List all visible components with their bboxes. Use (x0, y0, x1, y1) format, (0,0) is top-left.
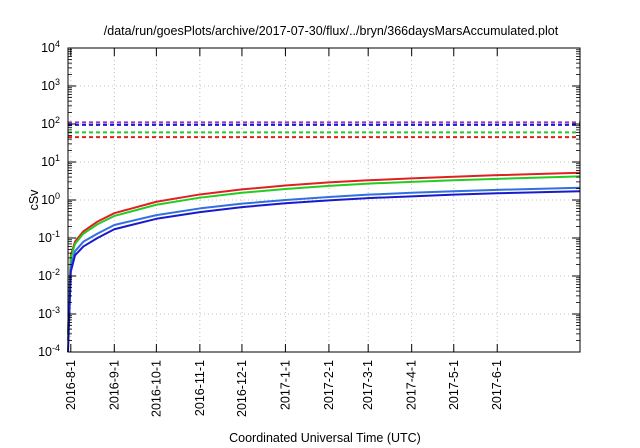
x-tick-label: 2016-9-1 (107, 360, 121, 410)
x-tick-label: 2016-8-1 (64, 360, 78, 410)
y-tick-label: 104 (41, 39, 60, 55)
dose-line (67, 190, 581, 353)
dose-line (67, 186, 581, 341)
x-tick-label: 2017-4-1 (405, 360, 419, 410)
dose-line (67, 171, 581, 334)
x-tick-label: 2017-3-1 (361, 360, 375, 410)
x-tick-label: 2017-5-1 (447, 360, 461, 410)
dose-line (67, 175, 581, 334)
x-axis-label: Coordinated Universal Time (UTC) (229, 431, 421, 445)
y-tick-label: 102 (41, 115, 60, 131)
axis-ticks (68, 47, 580, 353)
x-tick-label: 2017-6-1 (490, 360, 504, 410)
y-tick-label: 100 (41, 191, 60, 207)
y-tick-label: 101 (41, 153, 60, 169)
y-tick-label: 10-2 (38, 267, 60, 283)
y-tick-label: 10-3 (38, 305, 60, 321)
x-tick-labels: 2016-8-1 2016-9-1 2016-10-1 2016-11-1 2016-1… (64, 360, 504, 417)
x-tick-label: 2017-1-1 (278, 360, 292, 410)
x-tick-label: 2016-11-1 (193, 360, 207, 416)
x-tick-label: 2017-2-1 (322, 360, 336, 410)
y-tick-label: 10-1 (38, 229, 60, 245)
y-tick-labels: 10-4 10-3 10-2 10-1 100 101 102 103 104 (38, 39, 60, 359)
x-tick-label: 2016-10-1 (149, 360, 163, 417)
y-axis-label: cSv (27, 189, 41, 211)
x-tick-label: 2016-12-1 (235, 360, 249, 417)
chart-title: /data/run/goesPlots/archive/2017-07-30/f… (104, 24, 559, 38)
y-tick-label: 103 (41, 77, 60, 93)
y-tick-label: 10-4 (38, 343, 60, 359)
series-lines (67, 121, 581, 353)
